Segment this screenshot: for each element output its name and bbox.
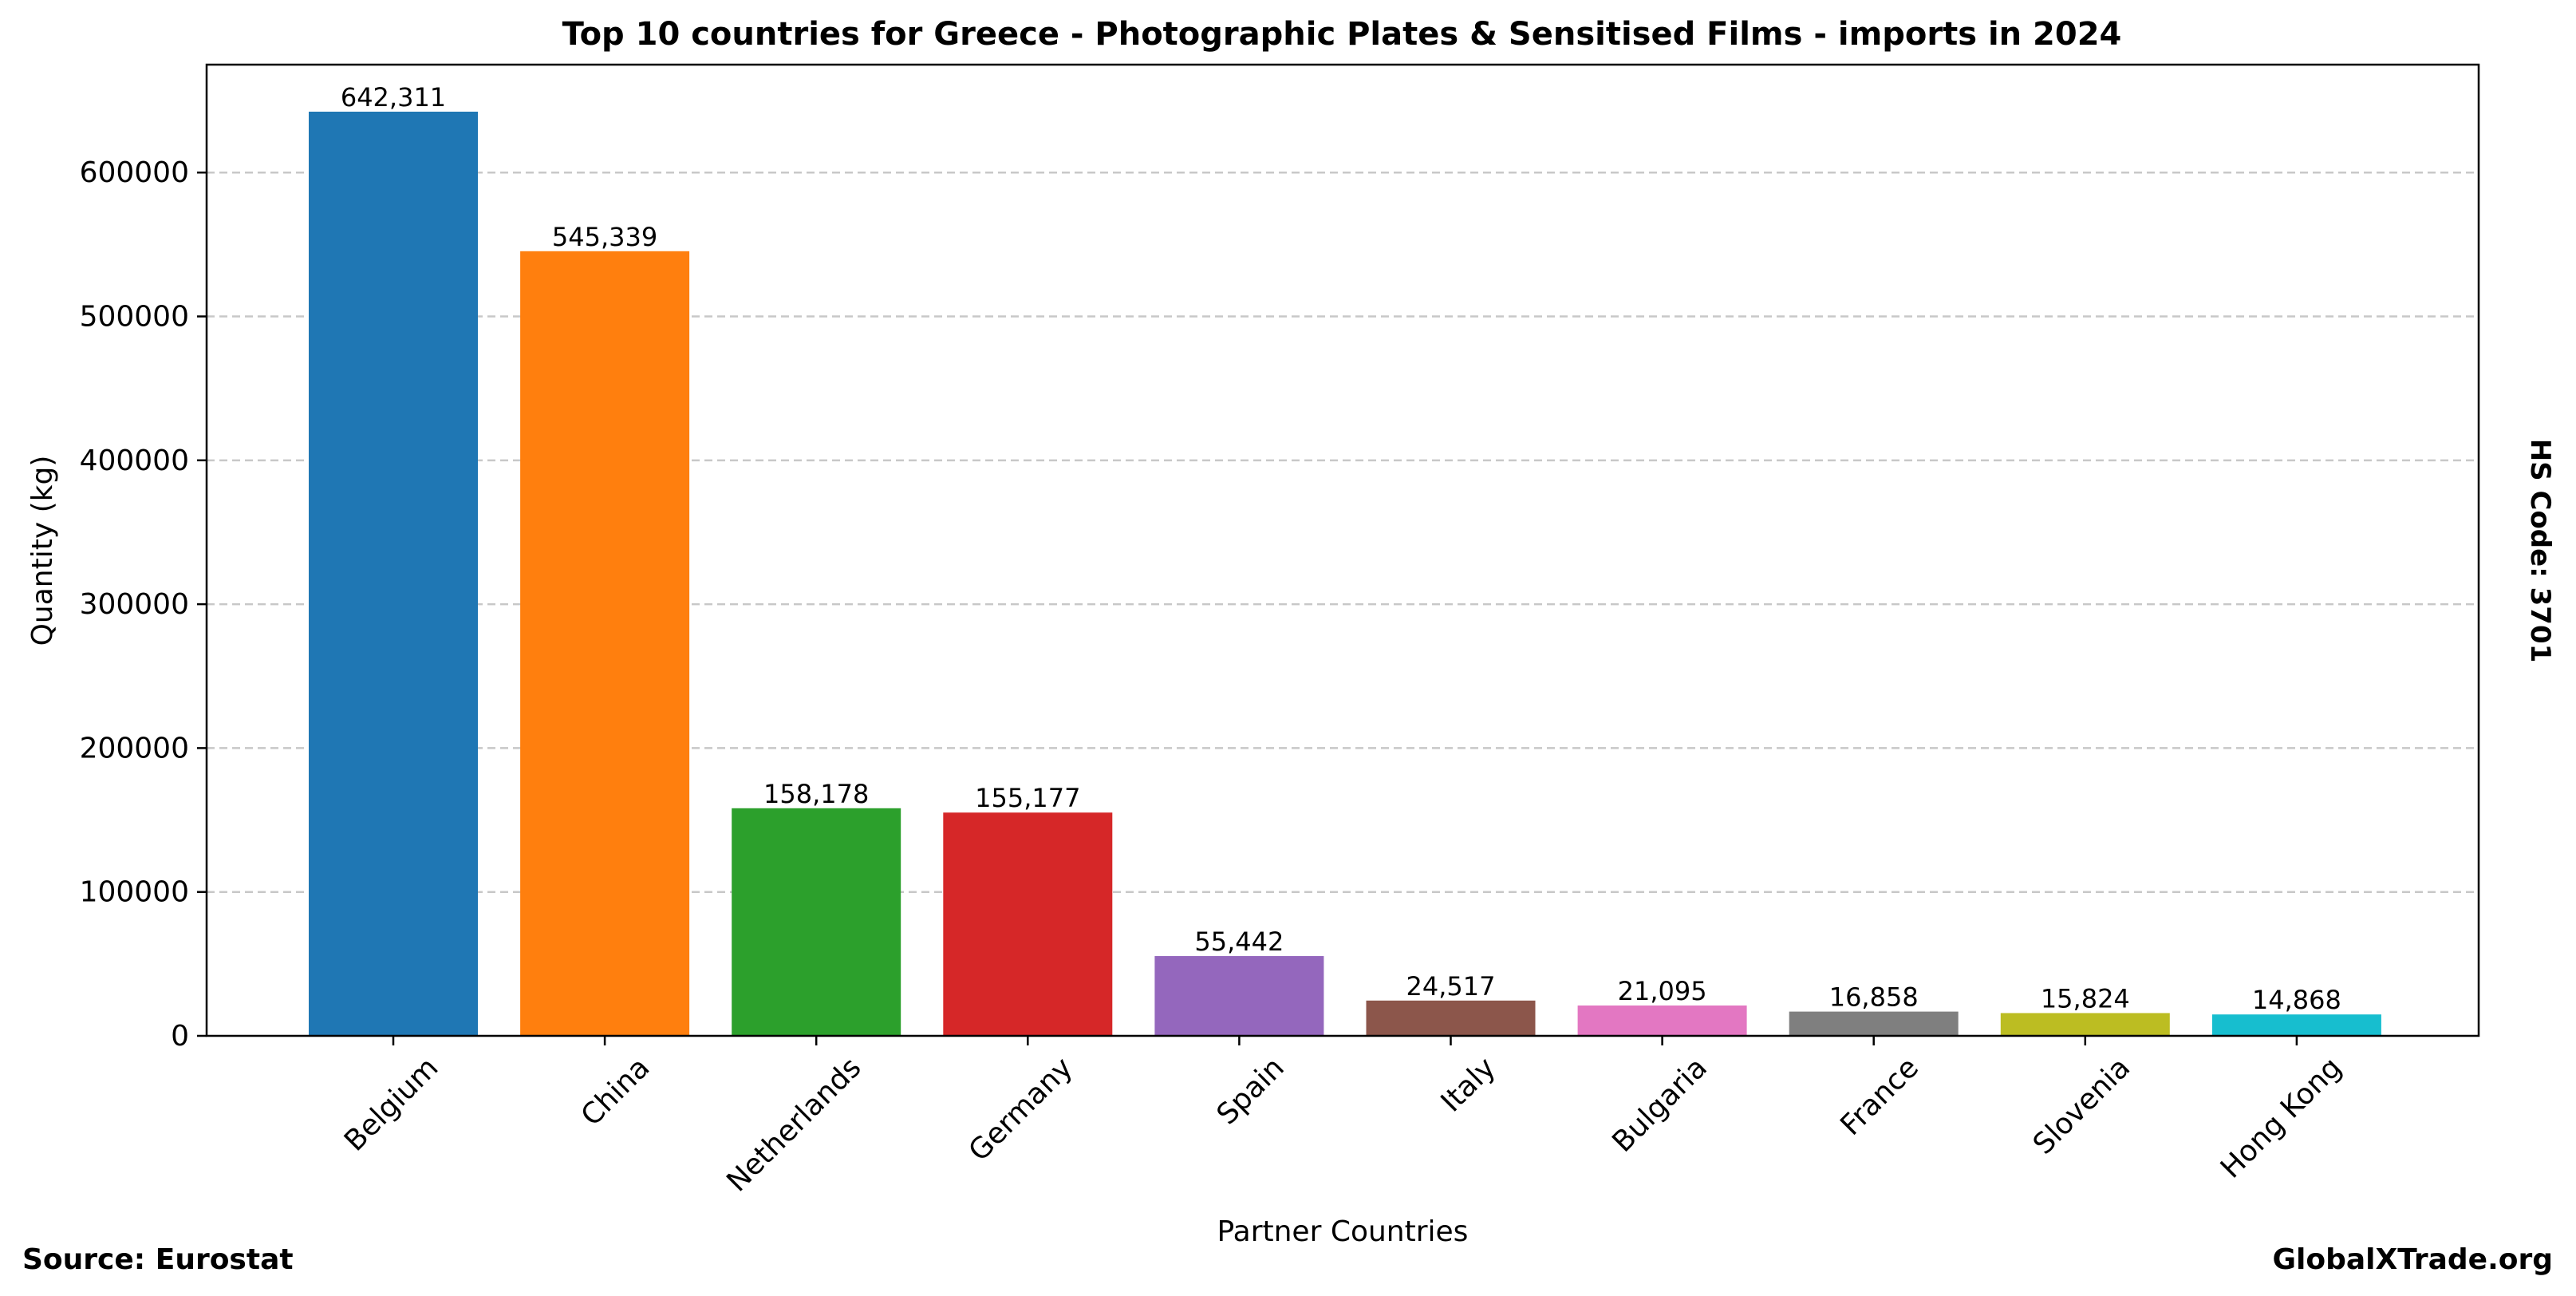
data-label: 55,442 bbox=[1194, 927, 1284, 957]
data-label: 24,517 bbox=[1406, 971, 1496, 1002]
hs-code-note: HS Code: 3701 bbox=[2524, 439, 2556, 663]
bar-spain bbox=[1154, 956, 1324, 1036]
bar-germany bbox=[943, 812, 1113, 1036]
data-label: 16,858 bbox=[1829, 982, 1919, 1013]
data-label: 21,095 bbox=[1618, 976, 1707, 1006]
bar-france bbox=[1789, 1011, 1959, 1036]
grid-layer bbox=[207, 171, 2479, 893]
chart-title: Top 10 countries for Greece - Photograph… bbox=[562, 16, 2122, 53]
bar-hong-kong bbox=[2211, 1014, 2381, 1036]
x-axis-label: Partner Countries bbox=[1217, 1215, 1469, 1248]
data-label: 14,868 bbox=[2252, 985, 2341, 1015]
data-label: 158,178 bbox=[763, 779, 869, 809]
data-label: 545,339 bbox=[552, 222, 657, 252]
plot-frame bbox=[205, 63, 2480, 1037]
bar-netherlands bbox=[732, 808, 901, 1036]
site-credit: GlobalXTrade.org bbox=[2272, 1243, 2553, 1276]
y-axis-label: Quantity (kg) bbox=[26, 456, 59, 646]
y-tick-label: 0 bbox=[171, 1020, 189, 1053]
data-label-layer: 642,311 545,339 158,178 155,177 55,442 24,517… bbox=[341, 82, 2341, 1015]
y-axis-ticks: 0 100000 200000 300000 400000 500000 600000 bbox=[80, 156, 207, 1053]
bar-bulgaria bbox=[1577, 1005, 1747, 1036]
data-label: 155,177 bbox=[975, 783, 1080, 813]
bar-italy bbox=[1366, 1000, 1536, 1036]
y-tick-label: 400000 bbox=[80, 445, 189, 477]
y-tick-label: 300000 bbox=[80, 588, 189, 621]
bar-layer bbox=[309, 111, 2381, 1037]
y-tick-label: 600000 bbox=[80, 156, 189, 189]
bar-slovenia bbox=[2000, 1013, 2170, 1036]
data-label: 642,311 bbox=[341, 82, 446, 113]
y-tick-label: 100000 bbox=[80, 876, 189, 909]
bar-belgium bbox=[309, 111, 478, 1037]
data-label: 15,824 bbox=[2041, 983, 2130, 1013]
source-note: Source: Eurostat bbox=[22, 1243, 294, 1276]
y-tick-label: 200000 bbox=[80, 732, 189, 765]
y-tick-label: 500000 bbox=[80, 301, 189, 334]
bar-china bbox=[520, 251, 690, 1036]
